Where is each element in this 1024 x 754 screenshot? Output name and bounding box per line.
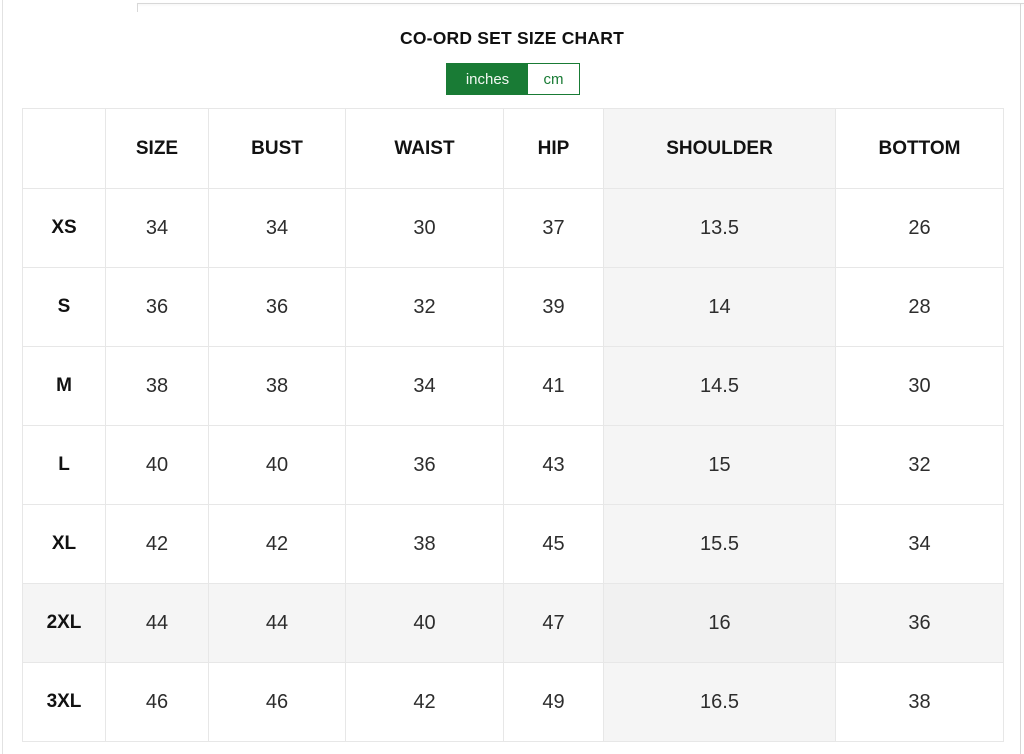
cell-s-size: 36 xyxy=(105,267,209,347)
cell-m-shoulder: 14.5 xyxy=(603,346,836,426)
cell-m-bottom: 30 xyxy=(835,346,1004,426)
cell-xl-size: 42 xyxy=(105,504,209,584)
cell-l-hip: 43 xyxy=(503,425,604,505)
row-label-xs: XS xyxy=(22,188,106,268)
cell-3xl-size: 46 xyxy=(105,662,209,742)
cell-m-size: 38 xyxy=(105,346,209,426)
cell-xl-waist: 38 xyxy=(345,504,504,584)
table-row-l: L 40 40 36 43 15 32 xyxy=(22,425,1004,505)
cell-2xl-shoulder: 16 xyxy=(603,583,836,663)
cell-s-shoulder: 14 xyxy=(603,267,836,347)
cell-l-size: 40 xyxy=(105,425,209,505)
table-row-xl: XL 42 42 38 45 15.5 34 xyxy=(22,504,1004,584)
size-chart-table: SIZE BUST WAIST HIP SHOULDER BOTTOM XS 3… xyxy=(22,108,1004,742)
panel-top-border xyxy=(137,3,1024,4)
unit-cm-button[interactable]: cm xyxy=(528,64,579,94)
panel-top-border-stub xyxy=(137,3,138,12)
cell-3xl-bottom: 38 xyxy=(835,662,1004,742)
cell-xs-bust: 34 xyxy=(208,188,346,268)
cell-3xl-bust: 46 xyxy=(208,662,346,742)
cell-xs-bottom: 26 xyxy=(835,188,1004,268)
cell-s-waist: 32 xyxy=(345,267,504,347)
cell-xl-hip: 45 xyxy=(503,504,604,584)
cell-s-hip: 39 xyxy=(503,267,604,347)
table-row-m: M 38 38 34 41 14.5 30 xyxy=(22,346,1004,426)
cell-l-shoulder: 15 xyxy=(603,425,836,505)
row-label-3xl: 3XL xyxy=(22,662,106,742)
cell-m-hip: 41 xyxy=(503,346,604,426)
row-label-2xl: 2XL xyxy=(22,583,106,663)
cell-xl-bust: 42 xyxy=(208,504,346,584)
cell-2xl-hip: 47 xyxy=(503,583,604,663)
table-row-2xl: 2XL 44 44 40 47 16 36 xyxy=(22,583,1004,663)
cell-3xl-waist: 42 xyxy=(345,662,504,742)
row-label-xl: XL xyxy=(22,504,106,584)
header-cell-shoulder: SHOULDER xyxy=(603,108,836,189)
page-title: CO-ORD SET SIZE CHART xyxy=(400,28,624,48)
cell-l-bottom: 32 xyxy=(835,425,1004,505)
cell-s-bottom: 28 xyxy=(835,267,1004,347)
header-row: SIZE BUST WAIST HIP SHOULDER BOTTOM xyxy=(22,108,1004,189)
row-label-l: L xyxy=(22,425,106,505)
row-label-s: S xyxy=(22,267,106,347)
table-row-3xl: 3XL 46 46 42 49 16.5 38 xyxy=(22,662,1004,742)
panel-left-border xyxy=(2,0,3,754)
cell-2xl-waist: 40 xyxy=(345,583,504,663)
cell-xs-hip: 37 xyxy=(503,188,604,268)
cell-2xl-size: 44 xyxy=(105,583,209,663)
header-cell-bottom: BOTTOM xyxy=(835,108,1004,189)
table-row-xs: XS 34 34 30 37 13.5 26 xyxy=(22,188,1004,268)
cell-s-bust: 36 xyxy=(208,267,346,347)
header-cell-waist: WAIST xyxy=(345,108,504,189)
unit-inches-button[interactable]: inches xyxy=(447,64,528,94)
cell-xs-waist: 30 xyxy=(345,188,504,268)
cell-xs-shoulder: 13.5 xyxy=(603,188,836,268)
header-cell-blank xyxy=(22,108,106,189)
header-cell-bust: BUST xyxy=(208,108,346,189)
cell-3xl-shoulder: 16.5 xyxy=(603,662,836,742)
panel-right-border xyxy=(1020,3,1021,754)
cell-xs-size: 34 xyxy=(105,188,209,268)
unit-toggle: inches cm xyxy=(446,63,580,95)
header-cell-size: SIZE xyxy=(105,108,209,189)
cell-l-waist: 36 xyxy=(345,425,504,505)
cell-xl-bottom: 34 xyxy=(835,504,1004,584)
cell-l-bust: 40 xyxy=(208,425,346,505)
cell-xl-shoulder: 15.5 xyxy=(603,504,836,584)
table-row-s: S 36 36 32 39 14 28 xyxy=(22,267,1004,347)
row-label-m: M xyxy=(22,346,106,426)
header-cell-hip: HIP xyxy=(503,108,604,189)
cell-m-waist: 34 xyxy=(345,346,504,426)
cell-2xl-bottom: 36 xyxy=(835,583,1004,663)
cell-2xl-bust: 44 xyxy=(208,583,346,663)
cell-m-bust: 38 xyxy=(208,346,346,426)
cell-3xl-hip: 49 xyxy=(503,662,604,742)
